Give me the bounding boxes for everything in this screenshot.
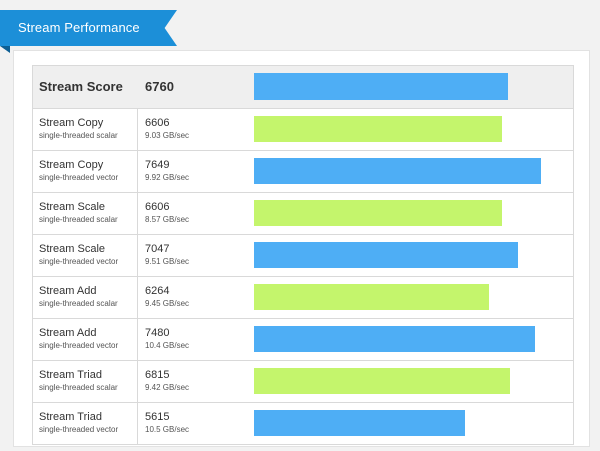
result-subtitle: single-threaded scalar xyxy=(39,299,118,308)
result-bar xyxy=(254,200,502,226)
result-bandwidth: 9.92 GB/sec xyxy=(145,173,190,182)
result-name-cell: Stream Add single-threaded scalar xyxy=(33,277,138,318)
result-name-cell: Stream Copy single-threaded vector xyxy=(33,151,138,192)
results-table: Stream Score 6760 Stream Copy single-thr… xyxy=(32,65,574,445)
section-title: Stream Performance xyxy=(18,20,140,35)
result-name: Stream Add xyxy=(39,327,97,339)
result-bandwidth: 9.45 GB/sec xyxy=(145,299,190,308)
result-bar xyxy=(254,116,502,142)
result-bandwidth: 9.03 GB/sec xyxy=(145,131,190,140)
result-bandwidth: 10.4 GB/sec xyxy=(145,341,190,350)
result-score: 7480 xyxy=(145,327,170,339)
result-bandwidth: 8.57 GB/sec xyxy=(145,215,190,224)
result-name-cell: Stream Scale single-threaded vector xyxy=(33,235,138,276)
result-bar xyxy=(254,158,541,184)
result-subtitle: single-threaded vector xyxy=(39,425,119,434)
result-name: Stream Add xyxy=(39,285,97,297)
result-name-cell: Stream Add single-threaded vector xyxy=(33,319,138,360)
score-name-cell: Stream Score xyxy=(33,66,137,108)
result-row: Stream Copy single-threaded scalar 6606 … xyxy=(33,109,573,151)
result-row: Stream Triad single-threaded scalar 6815… xyxy=(33,361,573,403)
result-bar xyxy=(254,368,510,394)
result-score: 5615 xyxy=(145,411,170,423)
result-name: Stream Scale xyxy=(39,243,106,255)
result-name-cell: Stream Triad single-threaded scalar xyxy=(33,361,138,402)
result-bar xyxy=(254,326,535,352)
result-bar xyxy=(254,410,465,436)
result-score: 7047 xyxy=(145,243,170,255)
result-score: 7649 xyxy=(145,159,170,171)
result-score: 6606 xyxy=(145,201,170,213)
result-name: Stream Scale xyxy=(39,201,106,213)
result-row: Stream Scale single-threaded vector 7047… xyxy=(33,235,573,277)
result-subtitle: single-threaded vector xyxy=(39,341,119,350)
result-row: Stream Scale single-threaded scalar 6606… xyxy=(33,193,573,235)
result-bandwidth: 10.5 GB/sec xyxy=(145,425,190,434)
result-subtitle: single-threaded scalar xyxy=(39,383,118,392)
result-score: 6606 xyxy=(145,117,170,129)
banner-fold xyxy=(0,46,10,53)
result-row: Stream Add single-threaded scalar 6264 9… xyxy=(33,277,573,319)
score-value: 6760 xyxy=(145,79,174,94)
result-name-cell: Stream Copy single-threaded scalar xyxy=(33,109,138,150)
score-row: Stream Score 6760 xyxy=(33,66,573,109)
result-name: Stream Copy xyxy=(39,159,104,171)
score-bar xyxy=(254,73,508,100)
result-subtitle: single-threaded scalar xyxy=(39,215,118,224)
result-row: Stream Copy single-threaded vector 7649 … xyxy=(33,151,573,193)
result-score: 6264 xyxy=(145,285,170,297)
result-name-cell: Stream Scale single-threaded scalar xyxy=(33,193,138,234)
result-row: Stream Add single-threaded vector 7480 1… xyxy=(33,319,573,361)
result-bandwidth: 9.42 GB/sec xyxy=(145,383,190,392)
result-subtitle: single-threaded vector xyxy=(39,257,119,266)
result-row: Stream Triad single-threaded vector 5615… xyxy=(33,403,573,445)
result-name: Stream Triad xyxy=(39,411,102,423)
section-banner: Stream Performance xyxy=(0,10,177,46)
results-panel: Stream Score 6760 Stream Copy single-thr… xyxy=(13,50,590,447)
score-label: Stream Score xyxy=(39,79,123,94)
result-subtitle: single-threaded scalar xyxy=(39,131,118,140)
result-score: 6815 xyxy=(145,369,170,381)
result-bandwidth: 9.51 GB/sec xyxy=(145,257,190,266)
result-bar xyxy=(254,242,518,268)
result-name: Stream Copy xyxy=(39,117,104,129)
result-name-cell: Stream Triad single-threaded vector xyxy=(33,403,138,444)
result-subtitle: single-threaded vector xyxy=(39,173,119,182)
result-bar xyxy=(254,284,489,310)
result-name: Stream Triad xyxy=(39,369,102,381)
